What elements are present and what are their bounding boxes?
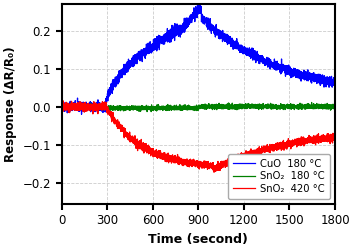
Line: CuO  180 °C: CuO 180 °C <box>62 2 335 114</box>
X-axis label: Time (second): Time (second) <box>148 233 248 246</box>
SnO₂  180 °C <box>309 101 314 104</box>
SnO₂  420 °C <box>118 127 122 130</box>
SnO₂  180 °C <box>118 107 122 110</box>
SnO₂  180 °C <box>136 107 140 110</box>
SnO₂  420 °C <box>212 170 216 173</box>
SnO₂  420 °C <box>307 136 311 139</box>
CuO  180 °C <box>118 69 122 72</box>
SnO₂  180 °C <box>307 106 311 109</box>
SnO₂  180 °C <box>225 106 229 108</box>
CuO  180 °C <box>230 40 234 43</box>
CuO  180 °C <box>333 80 337 84</box>
CuO  180 °C <box>333 82 337 85</box>
CuO  180 °C <box>225 33 229 36</box>
SnO₂  180 °C <box>333 103 337 106</box>
CuO  180 °C <box>79 113 84 116</box>
Line: SnO₂  180 °C: SnO₂ 180 °C <box>62 102 335 112</box>
SnO₂  420 °C <box>61 100 65 102</box>
CuO  180 °C <box>59 104 64 107</box>
Legend: CuO  180 °C, SnO₂  180 °C, SnO₂  420 °C: CuO 180 °C, SnO₂ 180 °C, SnO₂ 420 °C <box>228 154 330 199</box>
CuO  180 °C <box>307 72 311 75</box>
SnO₂  420 °C <box>136 141 140 144</box>
Line: SnO₂  420 °C: SnO₂ 420 °C <box>62 101 335 172</box>
SnO₂  180 °C <box>59 106 64 109</box>
SnO₂  420 °C <box>230 160 234 162</box>
SnO₂  180 °C <box>149 110 153 113</box>
SnO₂  420 °C <box>333 133 337 136</box>
CuO  180 °C <box>136 54 140 56</box>
SnO₂  420 °C <box>59 105 64 108</box>
SnO₂  180 °C <box>333 107 337 110</box>
SnO₂  180 °C <box>230 104 234 108</box>
CuO  180 °C <box>198 0 202 4</box>
Y-axis label: Response (ΔR/R₀): Response (ΔR/R₀) <box>4 46 17 162</box>
SnO₂  420 °C <box>225 162 229 165</box>
SnO₂  420 °C <box>333 136 337 138</box>
